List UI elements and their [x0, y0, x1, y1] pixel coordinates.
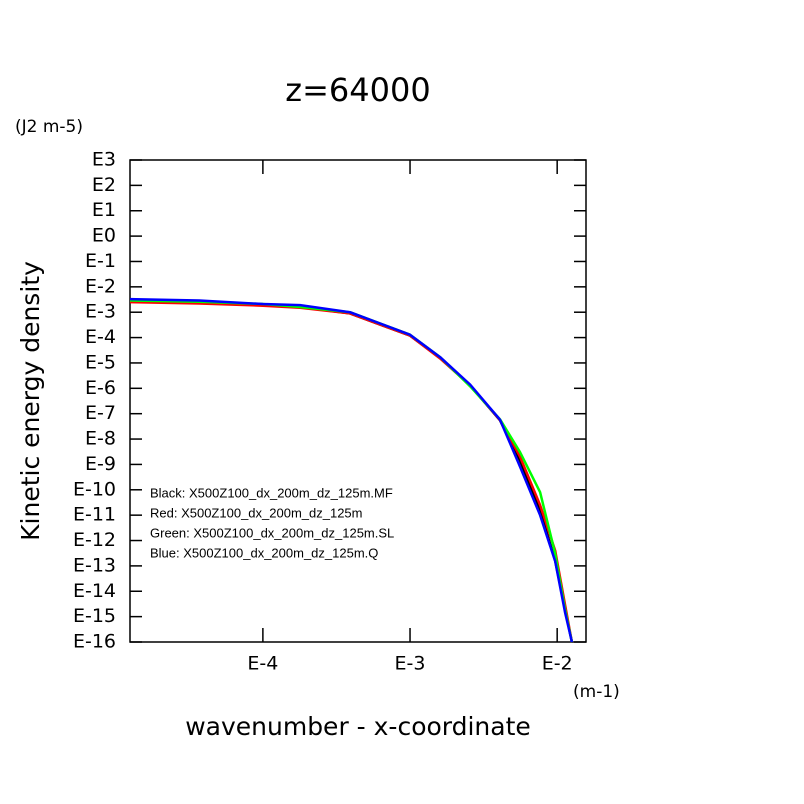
x-tick-label: E-2 — [542, 653, 573, 675]
y-tick-label: E2 — [92, 174, 116, 196]
y-tick-label: E-7 — [85, 402, 116, 424]
y-axis-label: Kinetic energy density — [16, 261, 45, 541]
y-tick-label: E-6 — [85, 377, 116, 399]
y-tick-label: E-10 — [73, 478, 116, 500]
y-tick-label: E-14 — [73, 580, 116, 602]
legend-entry: Red: X500Z100_dx_200m_dz_125m — [150, 505, 362, 520]
chart-title: z=64000 — [285, 71, 430, 109]
y-tick-label: E-2 — [85, 275, 116, 297]
x-tick-label: E-4 — [247, 653, 278, 675]
y-unit: (J2 m-5) — [15, 117, 83, 137]
x-axis-label: wavenumber - x-coordinate — [185, 712, 531, 741]
x-unit: (m-1) — [573, 682, 620, 702]
legend-entry: Black: X500Z100_dx_200m_dz_125m.MF — [150, 485, 393, 500]
y-tick-label: E-1 — [85, 250, 116, 272]
series-line — [129, 297, 574, 643]
plot-frame — [129, 159, 587, 643]
series-line — [129, 300, 574, 643]
legend-entry: Green: X500Z100_dx_200m_dz_125m.SL — [150, 525, 394, 540]
y-tick-label: E-13 — [73, 554, 116, 576]
y-tick-label: E-11 — [73, 504, 116, 526]
y-tick-label: E1 — [92, 199, 116, 221]
legend-entry: Blue: X500Z100_dx_200m_dz_125m.Q — [150, 545, 378, 560]
y-tick-label: E-8 — [85, 428, 116, 450]
series-line — [129, 299, 574, 643]
y-tick-label: E-5 — [85, 351, 116, 373]
y-tick-label: E-3 — [85, 301, 116, 323]
y-tick-label: E-4 — [85, 326, 116, 348]
series-line — [129, 298, 574, 643]
y-tick-label: E-16 — [73, 631, 116, 653]
y-tick-label: E3 — [92, 149, 116, 171]
y-tick-label: E-12 — [73, 529, 116, 551]
x-tick-label: E-3 — [395, 653, 426, 675]
y-tick-label: E-15 — [73, 605, 116, 627]
y-tick-label: E-9 — [85, 453, 116, 475]
y-tick-label: E0 — [92, 225, 116, 247]
